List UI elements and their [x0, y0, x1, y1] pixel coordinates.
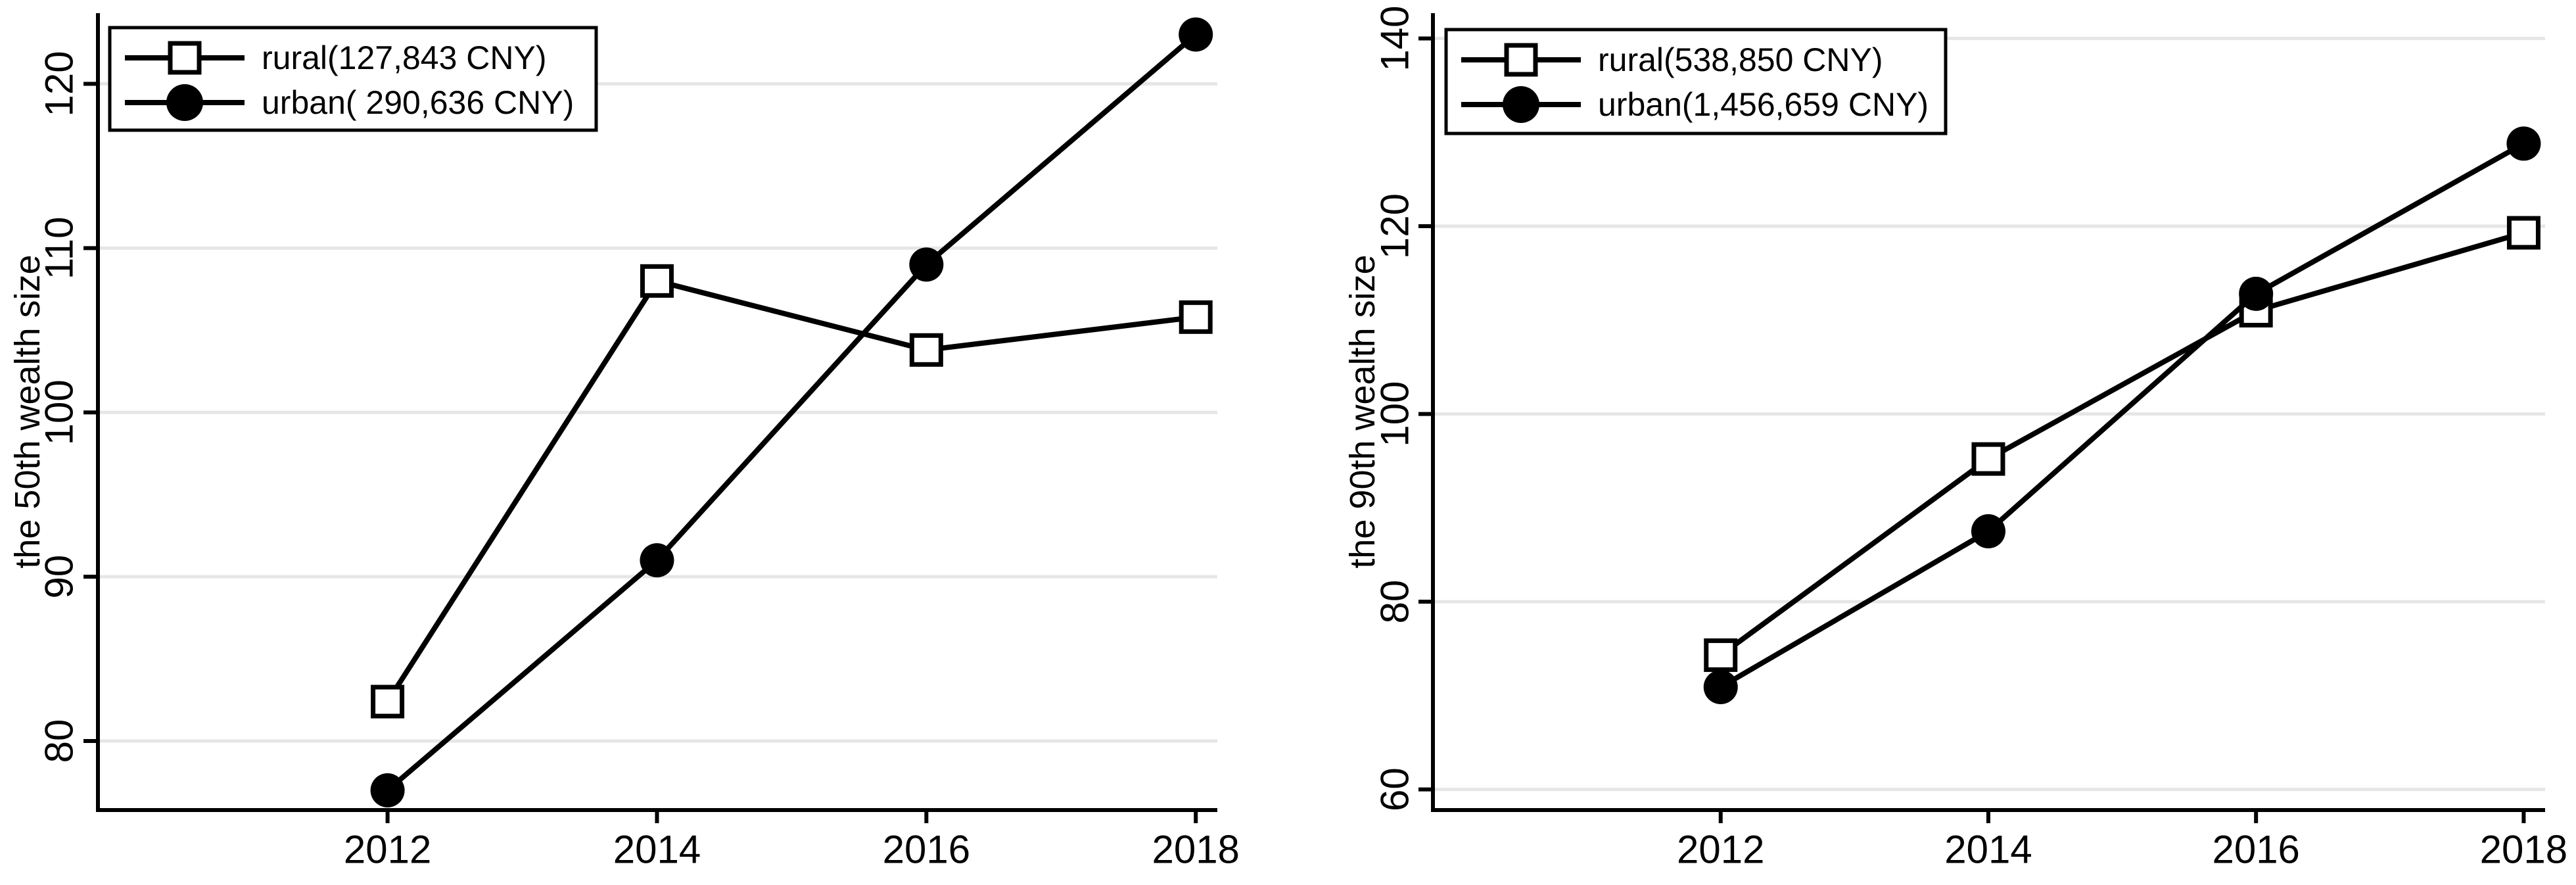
marker-circle — [909, 247, 944, 282]
marker-circle — [640, 543, 674, 578]
legend-marker-square — [1504, 43, 1538, 77]
legend-marker-square — [168, 41, 202, 75]
y-tick-label: 80 — [37, 719, 82, 763]
y-tick-label: 100 — [1373, 381, 1417, 447]
marker-circle — [1179, 17, 1213, 52]
series-line-rural — [385, 278, 1199, 705]
marker-circle — [370, 773, 405, 808]
legend-label: urban(1,456,659 CNY) — [1598, 86, 1929, 123]
x-tick-label: 2016 — [2212, 828, 2299, 872]
marker-square — [371, 684, 405, 719]
series-line-rural — [1718, 230, 2527, 658]
legend-marker-circle — [166, 84, 203, 121]
y-axis-title: the 90th wealth size — [1343, 254, 1382, 568]
y-tick-label: 80 — [1373, 580, 1417, 624]
y-tick-label: 100 — [37, 379, 82, 445]
marker-circle — [1703, 669, 1738, 704]
x-tick-label: 2016 — [883, 828, 970, 872]
y-tick-label: 120 — [37, 51, 82, 116]
marker-square — [1704, 638, 1738, 672]
marker-square — [909, 333, 943, 367]
y-tick-label: 120 — [1373, 193, 1417, 259]
legend-marker-circle — [1503, 86, 1539, 123]
series-line-urban — [1718, 141, 2527, 690]
legend-label: rural(127,843 CNY) — [262, 39, 547, 76]
y-tick-label: 140 — [1373, 5, 1417, 71]
marker-square — [2506, 216, 2541, 250]
x-tick-label: 2014 — [613, 828, 701, 872]
y-tick-label: 60 — [1373, 767, 1417, 811]
marker-square — [640, 264, 674, 298]
marker-square — [1179, 300, 1213, 334]
x-tick-label: 2012 — [344, 828, 431, 872]
x-tick-label: 2018 — [1152, 828, 1239, 872]
x-tick-label: 2014 — [1944, 828, 2032, 872]
x-tick-label: 2012 — [1677, 828, 1764, 872]
marker-circle — [2239, 276, 2274, 311]
series-line-urban — [385, 32, 1199, 794]
marker-circle — [1971, 514, 2005, 549]
y-tick-label: 90 — [37, 555, 82, 599]
marker-square — [1971, 442, 2005, 476]
chart-50th-wealth: rural(127,843 CNY) urban( 290,636 CNY) 80 9… — [8, 13, 1240, 872]
legend-label: urban( 290,636 CNY) — [262, 84, 574, 121]
legend-label: rural(538,850 CNY) — [1598, 41, 1883, 78]
x-tick-label: 2018 — [2480, 828, 2567, 872]
chart-90th-wealth: rural(538,850 CNY) urban(1,456,659 CNY) 60… — [1343, 5, 2567, 871]
y-tick-label: 110 — [37, 217, 82, 280]
y-axis-title: the 50th wealth size — [8, 254, 47, 568]
marker-circle — [2506, 126, 2541, 161]
